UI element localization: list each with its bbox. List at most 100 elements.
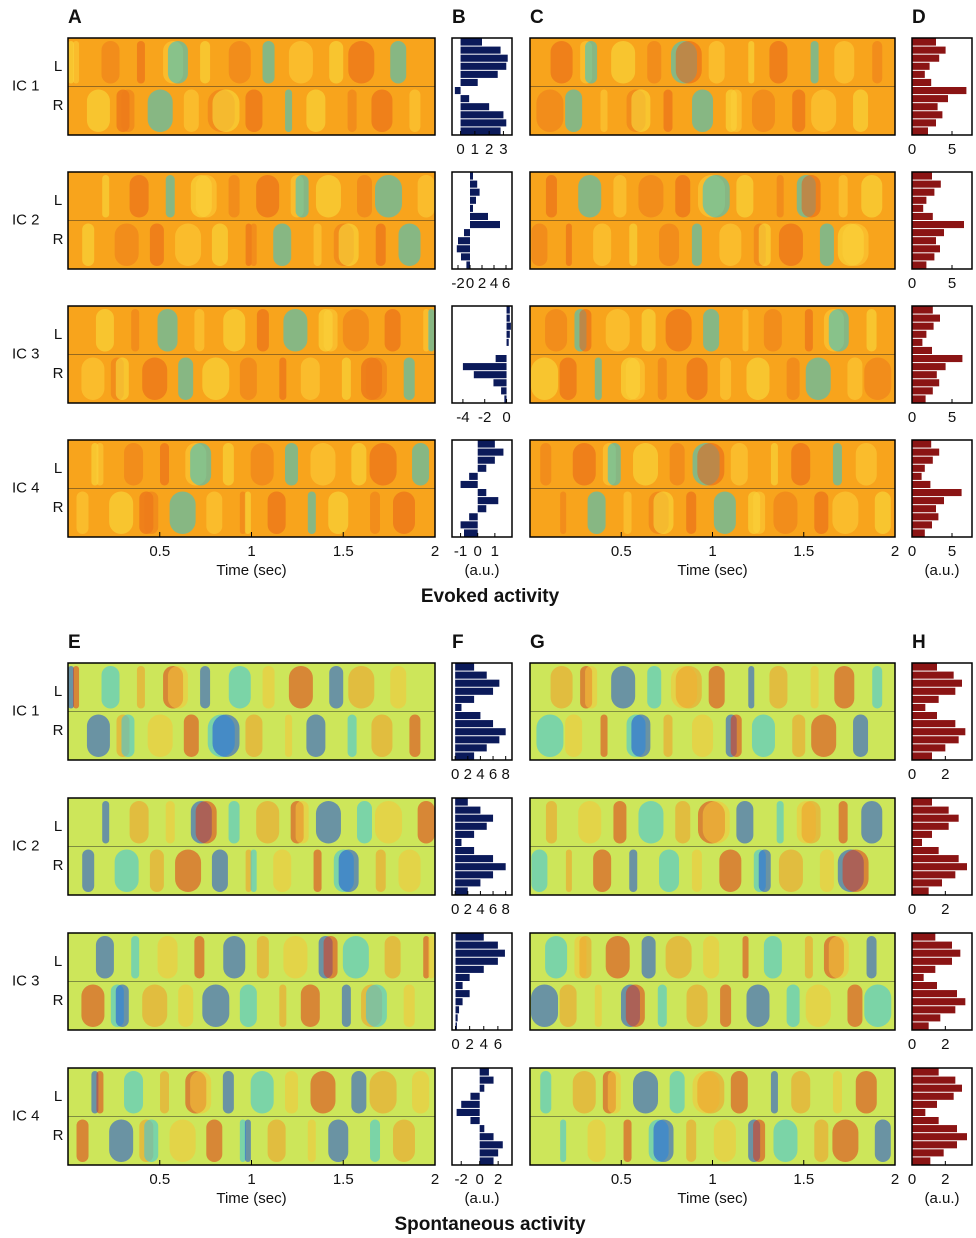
profile-bar — [912, 688, 955, 695]
profile-bar — [470, 1117, 479, 1124]
heatmap-band — [833, 1071, 842, 1114]
heatmap-band — [289, 41, 313, 84]
profile-bar — [461, 63, 507, 70]
heatmap-band — [96, 936, 114, 979]
profile-bar — [912, 958, 952, 965]
heatmap-band — [777, 175, 784, 218]
profile-tick-label: 2 — [494, 1171, 502, 1188]
heatmap-band — [779, 850, 803, 893]
profile-bar — [470, 173, 473, 180]
panel-letter: B — [452, 7, 466, 28]
heatmap-band — [664, 715, 673, 758]
profile-bar — [912, 481, 930, 488]
profile-bar — [912, 371, 937, 378]
profile-tick-label: 4 — [476, 766, 484, 783]
heatmap-band — [659, 850, 679, 893]
heatmap-band — [692, 224, 702, 267]
heatmap-band — [124, 1071, 143, 1114]
heatmap-band — [308, 492, 316, 535]
profile-bar — [461, 253, 470, 260]
profile-bar — [912, 736, 959, 743]
x-tick-label: 1.5 — [793, 1171, 814, 1188]
profile-tick-label: 1 — [471, 141, 479, 158]
profile-tick-label: 0 — [908, 1036, 916, 1053]
profile-bar — [912, 1101, 937, 1108]
heatmap-band — [746, 358, 769, 401]
heatmap-band — [675, 801, 690, 844]
heatmap-band — [624, 492, 632, 535]
heatmap-band — [213, 715, 240, 758]
heatmap-band — [314, 850, 322, 893]
profile-bar — [455, 799, 468, 806]
heatmap-band — [184, 715, 199, 758]
heatmap-band — [692, 90, 713, 133]
profile-bar — [912, 680, 962, 687]
heatmap-band — [720, 985, 731, 1028]
profile-bar — [461, 79, 478, 86]
heatmap-band — [256, 175, 279, 218]
profile-bar — [455, 720, 493, 727]
heatmap-band — [856, 443, 877, 486]
heatmap-band — [565, 715, 582, 758]
heatmap-band — [229, 41, 251, 84]
heatmap-band — [229, 666, 251, 709]
heatmap-band — [73, 666, 79, 709]
heatmap-band — [308, 1120, 316, 1163]
profile-tick-label: 5 — [948, 141, 956, 158]
profile-bar — [912, 339, 922, 346]
profile-bar — [507, 323, 511, 330]
heatmap-band — [130, 801, 149, 844]
heatmap-band — [666, 936, 692, 979]
profile-bar — [461, 39, 482, 46]
heatmap-band — [606, 309, 630, 352]
heatmap-band — [647, 666, 661, 709]
heatmap-band — [160, 1071, 169, 1114]
profile-bar — [912, 307, 933, 314]
profile-bar — [464, 529, 478, 536]
profile-bar — [912, 473, 922, 480]
profile-bar — [912, 998, 965, 1005]
heatmap-band — [545, 309, 567, 352]
heatmap-band — [814, 1120, 828, 1163]
profile-bar — [456, 1006, 460, 1013]
profile-bar — [455, 688, 493, 695]
heatmap-band — [316, 175, 341, 218]
profile-bar — [456, 1014, 458, 1021]
heatmap-band — [579, 936, 591, 979]
profile-tick-label: 0 — [451, 901, 459, 918]
profile-bar — [912, 465, 925, 472]
profile-bar — [912, 229, 944, 236]
heatmap-band — [805, 936, 813, 979]
x-tick-label: 1 — [247, 543, 255, 560]
profile-bar — [912, 752, 932, 759]
heatmap-band — [753, 1120, 765, 1163]
heatmap-band — [872, 666, 882, 709]
heatmap-band — [109, 492, 133, 535]
channel-label: L — [54, 192, 62, 209]
row-label: IC 1 — [12, 77, 40, 94]
profile-bar — [912, 704, 925, 711]
heatmap-band — [150, 850, 164, 893]
heatmap-band — [697, 443, 724, 486]
profile-bar — [912, 181, 941, 188]
heatmap-band — [390, 41, 406, 84]
heatmap-band — [864, 985, 891, 1028]
heatmap-band — [158, 936, 178, 979]
heatmap-band — [856, 1071, 877, 1114]
profile-bar — [912, 728, 965, 735]
heatmap-band — [536, 715, 563, 758]
heatmap-band — [593, 224, 611, 267]
profile-bar — [912, 942, 952, 949]
profile-tick-label: 0 — [908, 543, 916, 560]
profile-bar — [478, 505, 487, 512]
heatmap-band — [686, 1120, 696, 1163]
x-tick-label: 0.5 — [611, 1171, 632, 1188]
profile-bar — [456, 974, 470, 981]
channel-label: L — [54, 953, 62, 970]
profile-tick-label: 0 — [502, 409, 510, 426]
x-tick-label: 1 — [247, 1171, 255, 1188]
profile-bar — [912, 672, 954, 679]
heatmap-band — [802, 801, 821, 844]
heatmap-band — [223, 936, 245, 979]
heatmap-band — [279, 358, 286, 401]
